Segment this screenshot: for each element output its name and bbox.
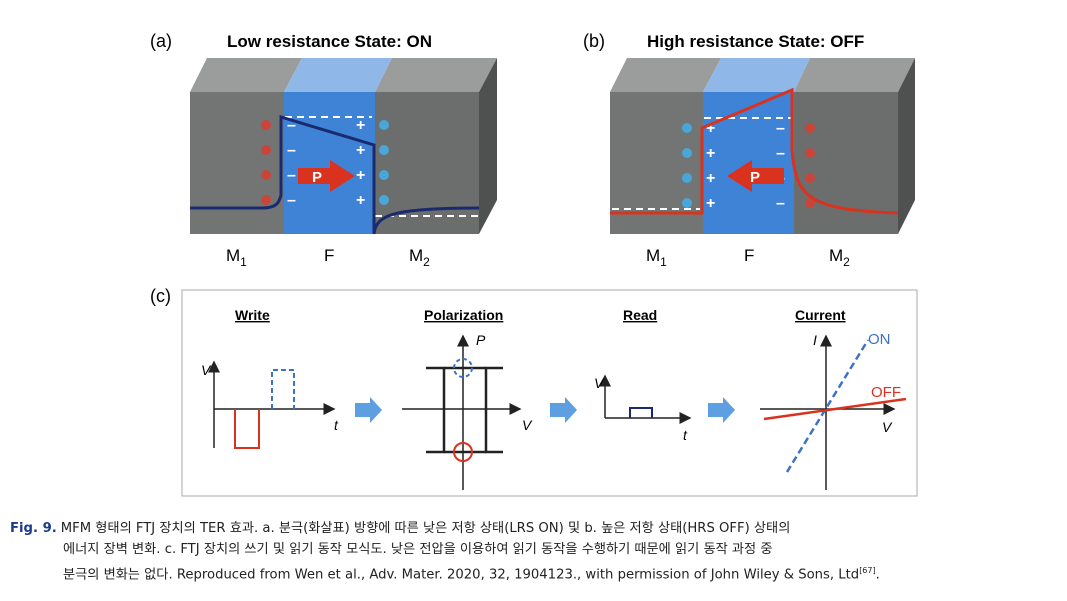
polarization-arrow-left — [727, 160, 784, 192]
flow-arrow-1 — [355, 397, 382, 423]
label-f: F — [744, 246, 754, 265]
step-write-title: Write — [235, 307, 270, 323]
write-positive-pulse — [271, 369, 295, 409]
label-m1: M1 — [646, 246, 667, 269]
svg-text:–: – — [287, 142, 296, 159]
svg-text:+: + — [356, 167, 365, 184]
panel-c-frame — [181, 289, 918, 497]
read-plot: V t — [594, 374, 692, 443]
polarization-arrow-right — [298, 160, 355, 192]
svg-text:t: t — [334, 417, 339, 433]
write-negative-pulse — [234, 409, 260, 449]
label-f: F — [324, 246, 334, 265]
panel-a-title: Low resistance State: ON — [227, 32, 432, 51]
flow-arrow-3 — [708, 397, 735, 423]
svg-text:I: I — [813, 332, 817, 348]
energy-barrier-curve — [610, 87, 899, 215]
flow-arrow-2 — [550, 397, 577, 423]
panel-c-letter: (c) — [150, 286, 171, 306]
svg-text:t: t — [683, 427, 688, 443]
panel-a: (a) Low resistance State: ON – – – – + + + + — [150, 31, 497, 269]
caption-line-1: MFM 형태의 FTJ 장치의 TER 효과. a. 분극(화살표) 방향에 따… — [60, 521, 791, 536]
caption-line-3: 분극의 변화는 없다. Reproduced from Wen et al., … — [63, 566, 880, 583]
metal-layer-m2 — [375, 92, 479, 234]
svg-text:–: – — [287, 167, 296, 184]
panel-a-letter: (a) — [150, 31, 172, 51]
state-on-marker — [453, 358, 473, 378]
off-iv-line — [763, 397, 907, 421]
figure-graphic: (a) Low resistance State: ON – – – – + + + + — [150, 31, 918, 497]
panel-c: (c) Write Polarization Read Current V t … — [150, 286, 918, 497]
write-plot: V t — [201, 360, 339, 449]
label-m2: M2 — [829, 246, 850, 269]
minus-charges — [379, 120, 389, 205]
plus-charges — [805, 123, 815, 208]
panel-b-title: High resistance State: OFF — [647, 32, 864, 51]
svg-text:V: V — [522, 417, 533, 433]
metal-layer-m1 — [610, 92, 703, 234]
on-label: ON — [868, 331, 891, 348]
svg-text:+: + — [706, 170, 715, 187]
figure-label: Fig. 9. — [10, 521, 57, 536]
read-pulse — [629, 407, 653, 418]
metal-layer-m1 — [190, 92, 284, 234]
panel-b: (b) High resistance State: OFF ++++ ––––… — [583, 31, 915, 269]
svg-text:V: V — [882, 419, 893, 435]
polarization-label: P — [750, 169, 760, 186]
svg-text:–: – — [776, 120, 785, 137]
figure-caption: Fig. 9. MFM 형태의 FTJ 장치의 TER 효과. a. 분극(화살표… — [10, 518, 1060, 585]
off-label: OFF — [871, 384, 901, 401]
svg-text:V: V — [201, 362, 212, 378]
polarization-plot: P V — [402, 332, 533, 490]
svg-text:V: V — [594, 375, 605, 391]
svg-text:–: – — [776, 145, 785, 162]
state-off-marker — [453, 442, 473, 462]
minus-charges — [682, 123, 692, 208]
svg-text:–: – — [776, 195, 785, 212]
reference-number: [67] — [859, 566, 876, 575]
on-iv-line — [785, 339, 870, 473]
svg-text:+: + — [356, 117, 365, 134]
energy-barrier-curve — [190, 114, 480, 235]
svg-text:+: + — [706, 145, 715, 162]
caption-line-2: 에너지 장벽 변화. c. FTJ 장치의 쓰기 및 읽기 동작 모식도. 낮은… — [63, 542, 773, 557]
svg-text:+: + — [706, 195, 715, 212]
plus-charges — [261, 120, 271, 205]
svg-text:+: + — [356, 192, 365, 209]
step-polarization-title: Polarization — [424, 307, 503, 323]
svg-text:+: + — [706, 120, 715, 137]
step-current-title: Current — [795, 307, 846, 323]
step-read-title: Read — [623, 307, 657, 323]
ferroelectric-layer — [284, 92, 375, 234]
svg-text:P: P — [476, 332, 486, 348]
label-m1: M1 — [226, 246, 247, 269]
svg-text:+: + — [356, 142, 365, 159]
label-m2: M2 — [409, 246, 430, 269]
svg-text:–: – — [287, 117, 296, 134]
current-plot: I V ON OFF — [760, 331, 907, 490]
svg-text:–: – — [287, 192, 296, 209]
bound-charges: – – – – + + + + — [287, 117, 365, 209]
panel-b-letter: (b) — [583, 31, 605, 51]
polarization-label: P — [312, 169, 322, 186]
